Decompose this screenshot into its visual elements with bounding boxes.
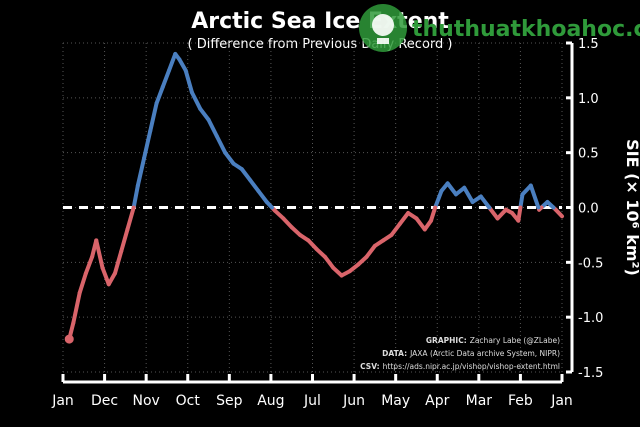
series-segment-positive — [198, 106, 211, 122]
x-axis: Jan Feb Mar Apr May Jun Jul Aug Sep Oct Nov Dec Jan — [51, 374, 573, 409]
series-segment-negative — [306, 238, 319, 252]
series-segment-positive — [131, 183, 140, 210]
x-tick-label: Jan — [51, 393, 74, 409]
watermark-bulb-inner-icon — [372, 14, 394, 36]
x-tick-label: May — [381, 393, 410, 409]
y-tick-label: -1.5 — [578, 366, 603, 381]
series-segment-positive — [520, 183, 533, 197]
x-tick-label: Nov — [133, 393, 160, 409]
series-segment-positive — [239, 167, 253, 183]
series-segment-positive — [154, 84, 165, 106]
series-segment-negative — [397, 210, 411, 226]
series-segment-positive — [189, 90, 203, 111]
series-segment-positive — [167, 51, 178, 73]
credit-data: DATA: JAXA (Arctic Data archive System, N… — [382, 349, 560, 358]
y-tick-label: 0.5 — [578, 147, 599, 162]
x-tick-label: Aug — [257, 393, 284, 409]
series-segment-positive — [518, 192, 525, 210]
credit-graphic: GRAPHIC: Zachary Labe (@ZLabe) — [426, 336, 560, 345]
series-segment-negative — [364, 243, 377, 259]
x-tick-label: Sep — [216, 393, 243, 409]
y-axis-label: SIE (× 10⁶ km²) — [623, 139, 640, 276]
series-segment-negative — [487, 205, 500, 221]
x-tick-label: Jun — [342, 393, 365, 409]
y-tick-label: -1.0 — [578, 311, 603, 326]
series-segment-positive — [462, 185, 475, 205]
watermark-text: thuthuatkhoahoc.com — [412, 17, 640, 42]
series-segment-positive — [177, 57, 188, 73]
credits: GRAPHIC: Zachary Labe (@ZLabe) DATA: JAXA … — [360, 336, 560, 371]
series-segment-negative — [83, 254, 95, 276]
series-segment-negative — [119, 227, 130, 254]
series-segment-negative — [414, 216, 427, 232]
series-segment-negative — [125, 205, 136, 232]
series-segment-positive — [214, 134, 228, 155]
series-segment-negative — [77, 271, 88, 296]
series-segment-negative — [389, 221, 402, 237]
y-tick-label: 0.0 — [578, 202, 599, 217]
x-tick-label: Apr — [425, 393, 449, 409]
series-segment-positive — [183, 68, 194, 95]
series-segment-positive — [135, 156, 147, 188]
x-tick-label: Feb — [508, 393, 533, 409]
series-segment-positive — [248, 178, 261, 194]
series-lines — [64, 51, 564, 344]
x-tick-label: Mar — [466, 393, 493, 409]
y-tick-label: 1.0 — [578, 92, 599, 107]
y-tick-label: 1.5 — [578, 37, 599, 52]
series-segment-positive — [142, 128, 153, 161]
watermark: thuthuatkhoahoc.com — [359, 4, 640, 52]
series-segment-positive — [206, 117, 219, 139]
series-segment-positive — [223, 150, 236, 166]
x-tick-label: Oct — [176, 393, 201, 409]
chart-title: Arctic Sea Ice Extent — [191, 9, 449, 34]
series-segment-negative — [112, 249, 124, 276]
x-tick-label: Jul — [303, 393, 321, 409]
y-axis: -1.5 -1.0 -0.5 0.0 0.5 1.0 1.5 — [566, 37, 603, 381]
series-segment-negative — [90, 238, 99, 259]
series-segment-positive — [445, 181, 458, 197]
credit-csv: CSV: https://ads.nipr.ac.jp/vishop/vishop… — [360, 362, 560, 371]
series-segment-negative — [94, 238, 105, 270]
series-segment-positive — [528, 183, 541, 210]
x-tick-label: Jan — [550, 393, 573, 409]
x-tick-label: Dec — [91, 393, 118, 409]
series-end-point — [64, 334, 74, 344]
series-segment-negative — [322, 254, 336, 270]
series-segment-negative — [71, 291, 82, 325]
series-segment-positive — [478, 194, 492, 210]
series-segment-positive — [148, 101, 159, 133]
series-segment-positive — [433, 189, 444, 210]
series-segment-positive — [160, 68, 172, 89]
series-segment-negative — [281, 216, 294, 230]
y-tick-label: -0.5 — [578, 256, 603, 271]
watermark-bulb-base-icon — [377, 38, 389, 44]
series-segment-positive — [256, 189, 269, 205]
series-segment-negative — [100, 265, 111, 287]
series-segment-negative — [429, 205, 438, 223]
